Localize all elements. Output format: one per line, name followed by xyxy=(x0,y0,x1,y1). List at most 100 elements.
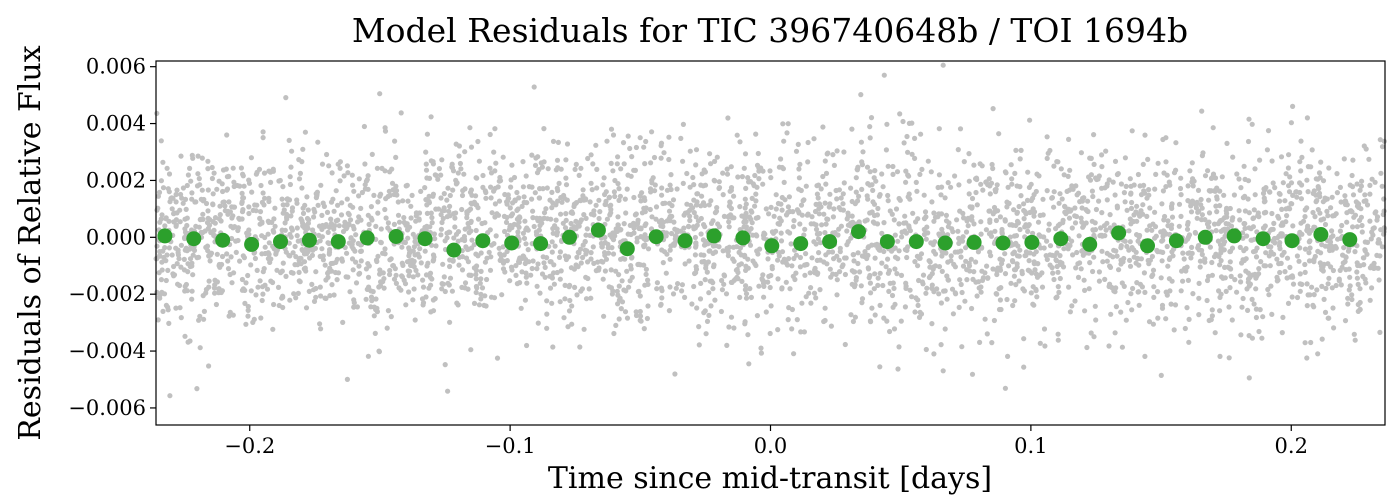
raw-point xyxy=(773,192,779,198)
raw-point xyxy=(780,121,786,127)
binned-point xyxy=(879,234,895,250)
raw-point xyxy=(877,192,883,198)
raw-point xyxy=(1283,171,1289,177)
raw-point xyxy=(280,260,286,266)
raw-point xyxy=(629,255,635,261)
raw-point xyxy=(1378,170,1384,176)
raw-point xyxy=(288,234,294,240)
raw-point xyxy=(1054,294,1060,300)
raw-point xyxy=(462,186,468,192)
raw-point xyxy=(258,182,264,189)
raw-point xyxy=(949,286,956,292)
raw-point xyxy=(867,280,874,286)
raw-point xyxy=(1221,192,1227,198)
raw-point xyxy=(455,302,461,308)
raw-point xyxy=(924,285,930,291)
raw-point xyxy=(968,256,974,262)
raw-point xyxy=(1326,275,1332,281)
raw-point xyxy=(687,213,693,219)
raw-point xyxy=(725,248,731,254)
raw-point xyxy=(341,173,347,179)
raw-point xyxy=(425,260,431,266)
raw-point xyxy=(1140,161,1146,167)
raw-point xyxy=(979,277,986,283)
raw-point xyxy=(1357,187,1363,193)
raw-point xyxy=(212,220,218,226)
raw-point xyxy=(1008,280,1014,286)
raw-point xyxy=(174,261,180,267)
raw-point xyxy=(351,304,357,310)
raw-point xyxy=(1290,281,1297,287)
raw-point xyxy=(829,249,836,255)
raw-point xyxy=(905,172,911,178)
raw-point xyxy=(1199,247,1205,254)
raw-point xyxy=(909,151,915,157)
raw-point xyxy=(369,217,375,223)
raw-point xyxy=(745,256,751,262)
raw-point xyxy=(331,292,337,298)
raw-point xyxy=(258,315,264,321)
raw-point xyxy=(433,206,439,212)
raw-point xyxy=(612,230,618,236)
raw-point xyxy=(526,184,532,190)
raw-point xyxy=(249,189,255,195)
raw-point xyxy=(1185,183,1191,189)
raw-point xyxy=(496,198,503,204)
raw-point xyxy=(548,259,554,265)
raw-point xyxy=(535,154,541,160)
raw-point xyxy=(952,173,958,179)
raw-point xyxy=(1081,195,1087,201)
raw-point xyxy=(1236,208,1242,214)
raw-point xyxy=(438,226,444,232)
raw-point xyxy=(1159,305,1166,311)
raw-point xyxy=(229,204,235,210)
raw-point xyxy=(928,169,934,175)
raw-point xyxy=(969,195,976,202)
raw-point xyxy=(183,206,189,212)
raw-point xyxy=(574,292,580,298)
raw-point xyxy=(896,221,902,227)
raw-point xyxy=(393,272,399,278)
raw-point xyxy=(1089,218,1095,224)
raw-point xyxy=(1055,284,1061,290)
raw-point xyxy=(201,308,207,314)
raw-point xyxy=(1271,220,1277,226)
raw-point xyxy=(987,183,993,189)
raw-point xyxy=(465,259,471,265)
raw-point xyxy=(1227,285,1233,291)
raw-point xyxy=(594,185,600,191)
raw-point xyxy=(1240,195,1246,201)
raw-point xyxy=(872,168,878,174)
raw-point xyxy=(1150,267,1157,273)
raw-point xyxy=(714,154,720,160)
raw-point xyxy=(1196,295,1202,301)
raw-point xyxy=(294,200,300,206)
raw-point xyxy=(547,273,553,279)
raw-point xyxy=(660,219,667,225)
raw-point xyxy=(1099,185,1105,191)
raw-point xyxy=(1066,215,1073,221)
raw-point xyxy=(1305,292,1311,298)
raw-point xyxy=(1275,213,1281,219)
raw-point xyxy=(803,183,809,189)
x-tick-label: 0.2 xyxy=(1275,434,1308,458)
raw-point xyxy=(777,215,783,221)
raw-point xyxy=(1279,206,1285,212)
raw-point xyxy=(823,181,829,187)
raw-point xyxy=(1286,189,1293,195)
raw-point xyxy=(1096,269,1102,275)
raw-point xyxy=(927,273,933,279)
raw-point xyxy=(464,215,470,221)
raw-point xyxy=(1009,176,1015,182)
raw-point xyxy=(778,201,784,207)
raw-point xyxy=(565,324,571,330)
x-tick-label: −0.2 xyxy=(224,434,275,458)
raw-point xyxy=(353,232,359,238)
raw-point xyxy=(564,141,571,147)
raw-point xyxy=(1227,248,1234,254)
raw-point xyxy=(905,149,911,155)
raw-point xyxy=(1331,325,1337,331)
raw-point xyxy=(413,267,419,273)
raw-point xyxy=(1006,263,1012,269)
raw-point xyxy=(1202,217,1208,223)
